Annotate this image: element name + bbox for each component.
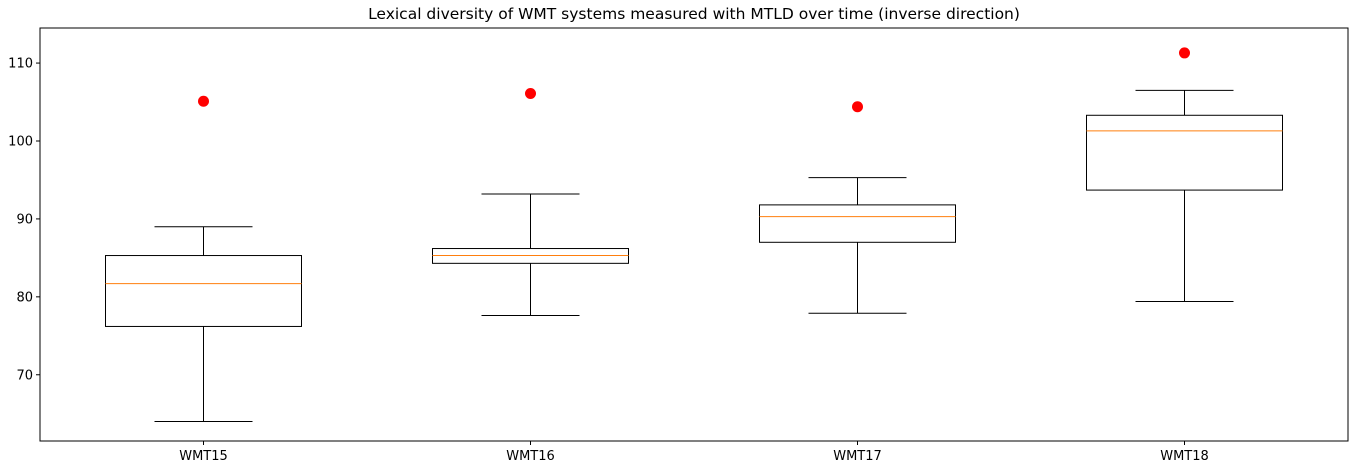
box-wmt16: WMT16 xyxy=(432,87,629,464)
y-tick-label-90: 90 xyxy=(16,212,33,227)
x-tick-label-wmt15: WMT15 xyxy=(179,449,228,464)
box-wmt15: WMT15 xyxy=(105,95,302,464)
plot-frame xyxy=(39,27,1349,442)
x-tick-label-wmt18: WMT18 xyxy=(1160,449,1209,464)
y-tick-label-110: 110 xyxy=(8,57,33,72)
plot-area: 70 80 90 100 110 WMT15 WMT16 WMT17 WMT18 xyxy=(8,47,1283,464)
x-tick-label-wmt16: WMT16 xyxy=(506,449,555,464)
marker-point-wmt17 xyxy=(852,101,863,113)
marker-point-wmt18 xyxy=(1179,47,1190,59)
iqr-box-wmt17 xyxy=(759,204,956,243)
marker-point-wmt15 xyxy=(198,95,209,107)
iqr-box-wmt18 xyxy=(1086,114,1283,191)
y-tick-label-100: 100 xyxy=(8,134,33,149)
iqr-box-wmt15 xyxy=(105,255,302,327)
y-tick-label-70: 70 xyxy=(16,368,33,383)
marker-point-wmt16 xyxy=(525,87,536,99)
y-tick-label-80: 80 xyxy=(16,290,33,305)
x-tick-label-wmt17: WMT17 xyxy=(833,449,882,464)
box-wmt17: WMT17 xyxy=(759,101,956,464)
box-wmt18: WMT18 xyxy=(1086,47,1283,464)
chart-title: Lexical diversity of WMT systems measure… xyxy=(368,5,1020,23)
